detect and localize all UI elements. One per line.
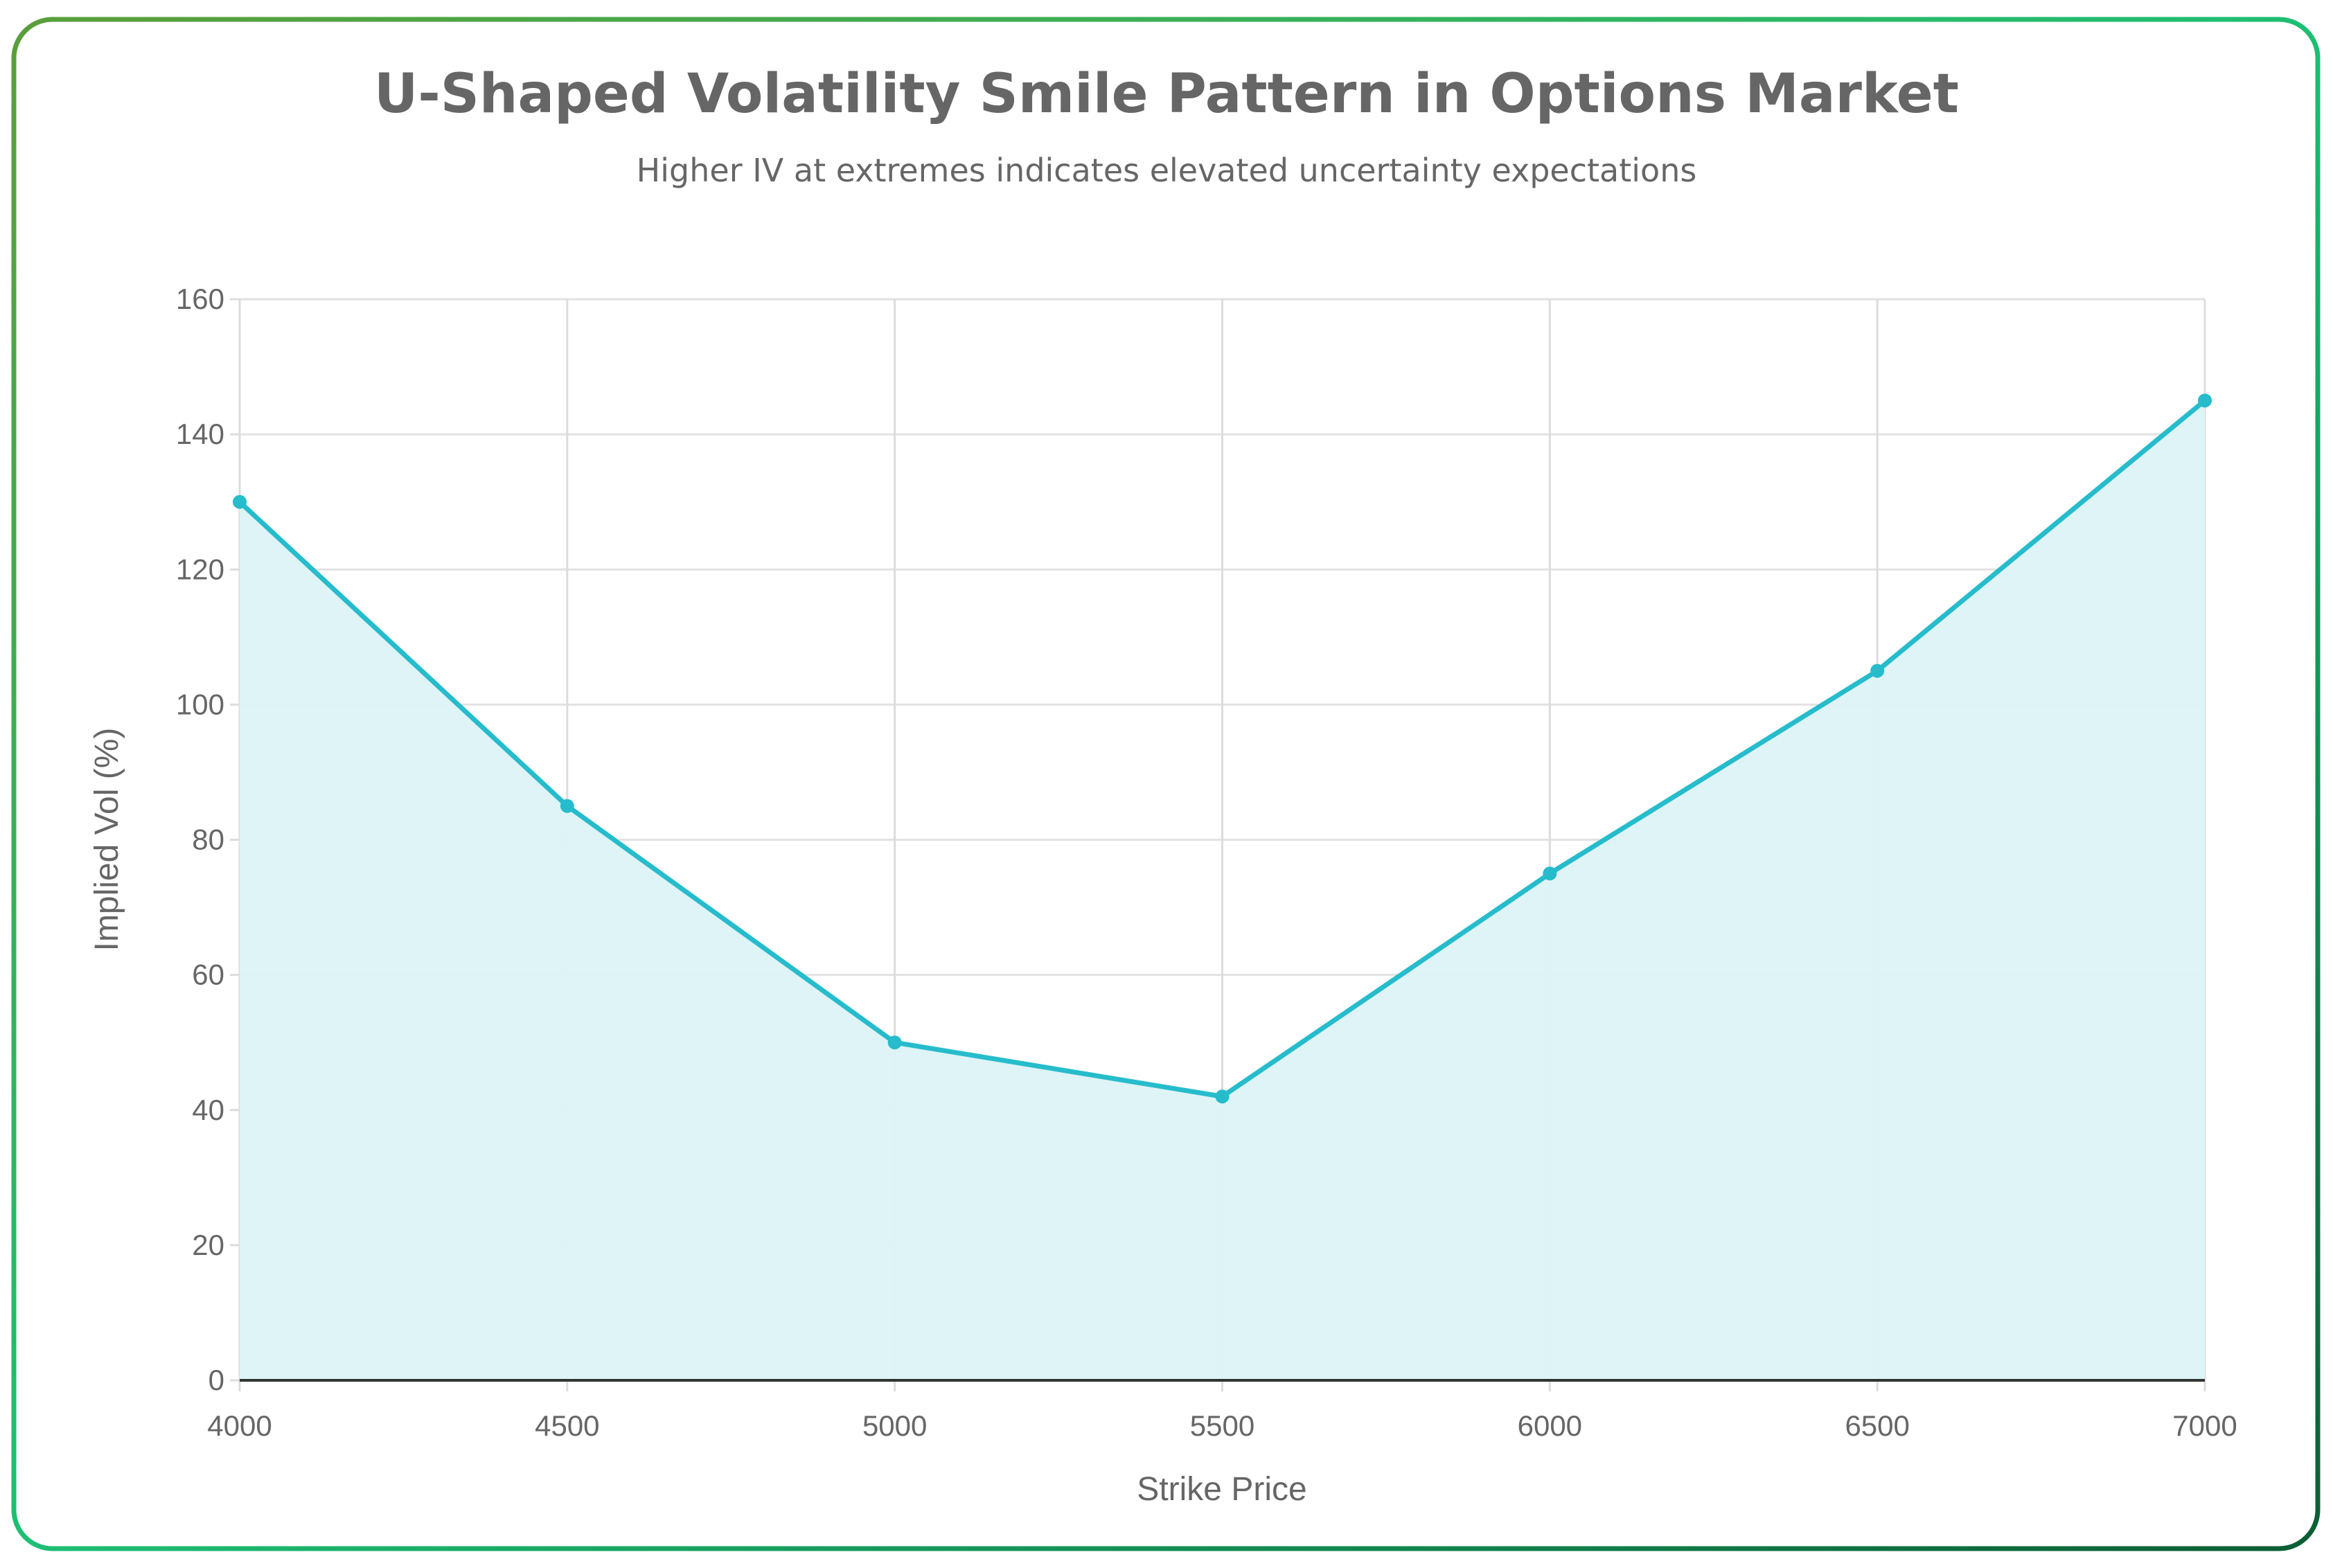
data-point: [1870, 663, 1885, 678]
data-point: [1215, 1089, 1230, 1104]
y-tick-label: 0: [209, 1364, 224, 1396]
y-tick-label: 100: [176, 688, 224, 720]
data-point: [560, 799, 574, 813]
x-tick-label: 7000: [2172, 1409, 2237, 1442]
data-point: [1543, 866, 1557, 881]
y-tick-label: 20: [192, 1229, 224, 1261]
y-tick-label: 40: [192, 1094, 224, 1126]
y-tick-label: 80: [192, 823, 224, 856]
y-tick-label: 60: [192, 959, 224, 991]
data-point: [887, 1035, 902, 1050]
area-layer: [233, 393, 2212, 1382]
x-tick-label: 6000: [1518, 1409, 1582, 1442]
x-tick-label: 4000: [207, 1409, 272, 1442]
y-axis-title: Implied Vol (%): [89, 728, 125, 952]
chart-title: U-Shaped Volatility Smile Pattern in Opt…: [374, 63, 1959, 125]
x-axis-title: Strike Price: [1137, 1471, 1306, 1508]
x-tick-label: 5500: [1190, 1409, 1254, 1442]
y-tick-label: 120: [176, 553, 224, 585]
data-point: [233, 495, 247, 509]
y-tick-label: 160: [176, 283, 224, 315]
area-fill: [240, 400, 2205, 1380]
chart-subtitle: Higher IV at extremes indicates elevated…: [637, 152, 1697, 189]
x-tick-label: 5000: [862, 1409, 927, 1442]
y-tick-label: 140: [176, 418, 224, 450]
x-tick-label: 4500: [535, 1409, 599, 1442]
data-point: [2198, 393, 2212, 408]
tick-labels: 0 20 40 60 80 100 120 140 160 4000 4500 5000 5500 600…: [176, 283, 2237, 1442]
x-tick-label: 6500: [1845, 1409, 1909, 1442]
